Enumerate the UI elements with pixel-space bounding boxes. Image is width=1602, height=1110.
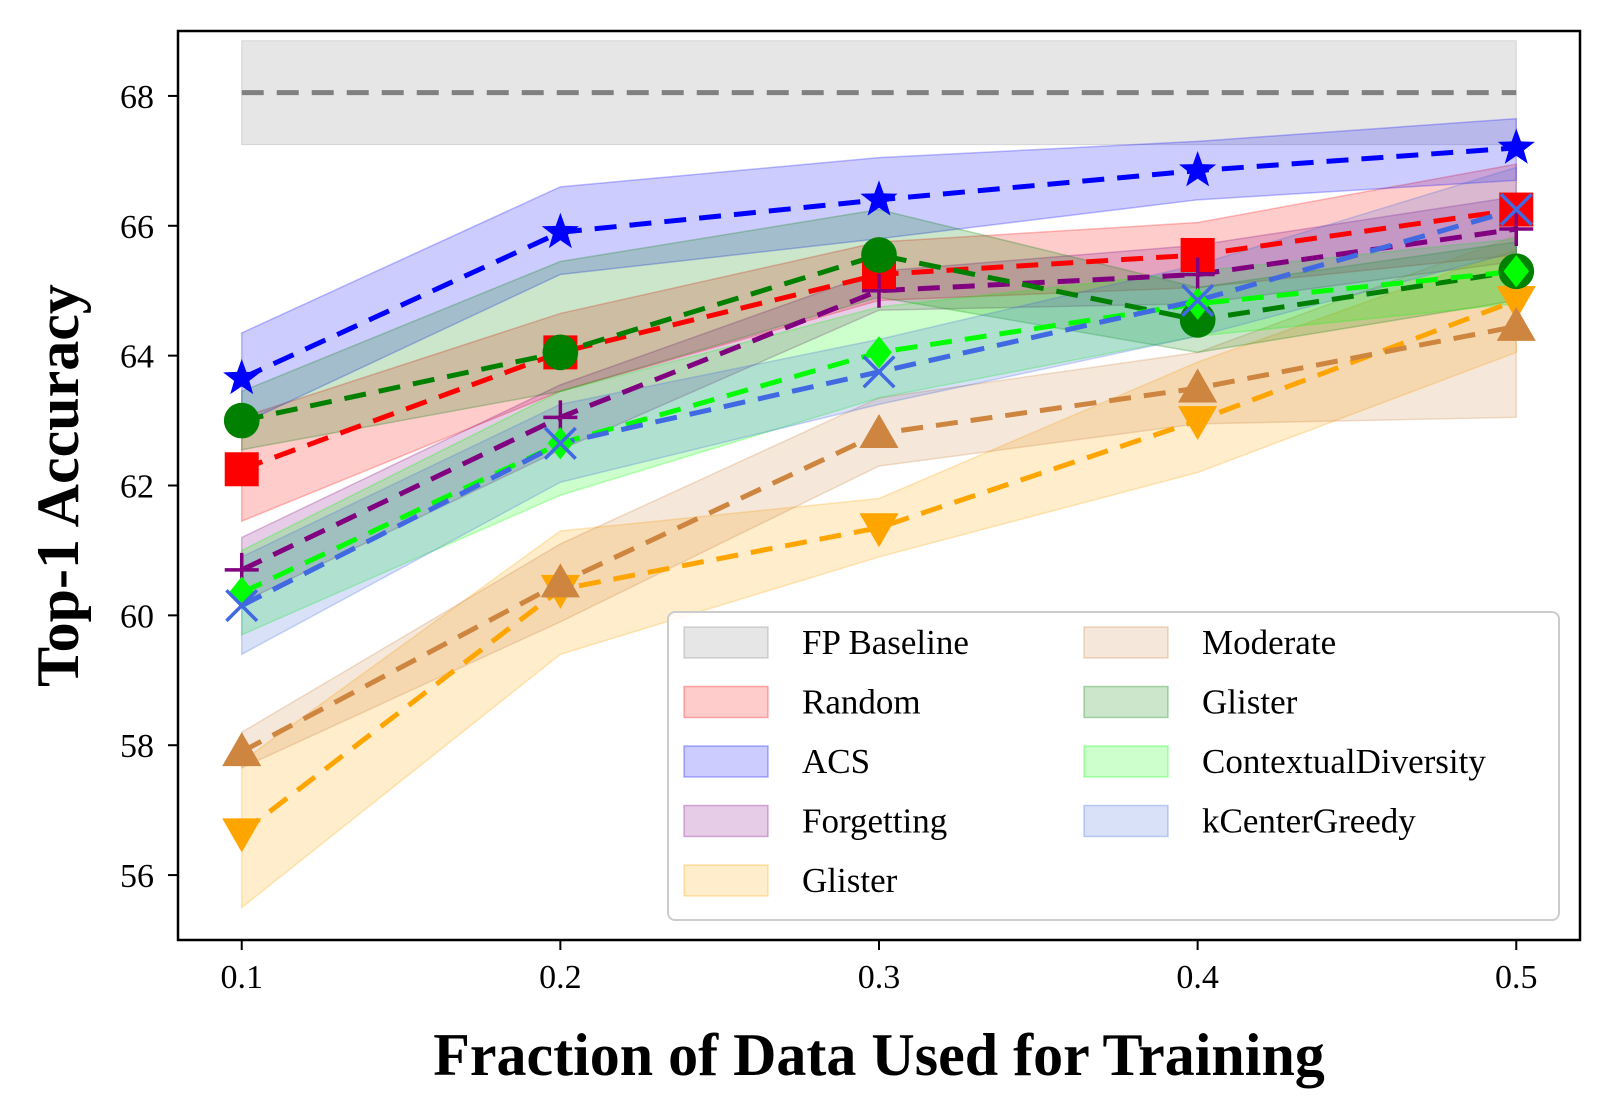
legend-label: ContextualDiversity [1202, 742, 1486, 781]
y-axis-label: Top-1 Accuracy [25, 284, 91, 687]
y-tick-label: 58 [120, 728, 154, 765]
legend-swatch [1083, 745, 1169, 778]
x-tick-label: 0.2 [539, 959, 582, 996]
legend-swatch [1083, 804, 1169, 838]
point-glister-3-0 [222, 818, 262, 853]
point-forgetting-2-4 [1499, 212, 1534, 247]
legend-swatch [683, 685, 769, 719]
legend-item-glister-6: Glister [1083, 683, 1298, 722]
legend-swatch [683, 745, 769, 778]
point-acs-1-4 [1497, 128, 1535, 164]
point-contextualdiversity-6-2 [866, 336, 892, 369]
point-kcentergreedy-7-4 [1499, 193, 1533, 227]
point-glister-5-1 [542, 334, 579, 371]
legend-box [667, 611, 1560, 921]
legend-item-fp-baseline-0: FP Baseline [683, 623, 969, 662]
y-tick-label: 62 [120, 469, 154, 506]
line-forgetting-2 [240, 226, 1517, 573]
legend-swatch [1083, 626, 1169, 659]
x-tick-label: 0.3 [858, 959, 901, 996]
point-moderate-4-2 [859, 414, 899, 449]
x-axis-label: Fraction of Data Used for Training [433, 1022, 1325, 1088]
legend-label: kCenterGreedy [1202, 802, 1416, 841]
legend-label: ACS [802, 742, 870, 781]
y-tick-label: 56 [120, 858, 154, 895]
point-moderate-4-4 [1496, 306, 1536, 341]
point-kcentergreedy-7-2 [862, 355, 896, 389]
legend-item-glister-4: Glister [683, 861, 898, 900]
point-acs-1-2 [860, 180, 898, 216]
legend-item-acs-2: ACS [683, 742, 870, 781]
legend-item-contextualdiversity-7: ContextualDiversity [1083, 742, 1486, 781]
point-moderate-4-0 [222, 732, 262, 767]
x-tick-label: 0.5 [1495, 959, 1538, 996]
point-glister-3-2 [859, 513, 899, 548]
point-random-0-0 [224, 452, 259, 487]
line-glister-3 [240, 298, 1518, 835]
point-forgetting-2-2 [862, 273, 896, 308]
point-glister-3-3 [1178, 406, 1218, 441]
point-kcentergreedy-7-1 [543, 426, 577, 460]
x-axis: 0.1 0.2 0.3 0.4 0.5 [220, 940, 1538, 996]
legend-label: FP Baseline [802, 623, 969, 662]
point-moderate-4-3 [1178, 368, 1218, 403]
legend-label: Forgetting [802, 802, 947, 841]
point-kcentergreedy-7-3 [1181, 283, 1215, 317]
point-acs-1-3 [1179, 151, 1217, 187]
legend-swatch [683, 804, 769, 838]
point-glister-5-2 [861, 237, 897, 273]
point-acs-1-1 [541, 212, 579, 249]
legend-label: Moderate [1202, 623, 1336, 662]
legend-swatch [1083, 685, 1169, 719]
y-tick-label: 68 [120, 79, 154, 116]
series-markers [222, 128, 1536, 853]
y-axis: 56 58 60 62 64 66 68 [120, 79, 178, 895]
x-tick-label: 0.1 [220, 959, 263, 996]
legend-swatch [683, 864, 769, 897]
legend-item-kcentergreedy-8: kCenterGreedy [1083, 802, 1416, 841]
point-glister-3-4 [1496, 286, 1536, 321]
y-tick-label: 64 [120, 339, 154, 376]
legend-label: Random [802, 683, 921, 722]
point-glister-5-0 [223, 402, 260, 439]
point-acs-1-0 [223, 358, 261, 395]
line-glister-5 [241, 252, 1517, 424]
legend-item-moderate-5: Moderate [1083, 623, 1336, 662]
legend-label: Glister [1202, 683, 1298, 722]
legend-swatch [683, 626, 769, 659]
legend-item-forgetting-3: Forgetting [683, 802, 947, 841]
legend-label: Glister [802, 861, 898, 900]
y-tick-label: 66 [120, 209, 154, 246]
y-tick-label: 60 [120, 598, 154, 635]
point-forgetting-2-3 [1180, 257, 1215, 292]
legend-item-random-1: Random [683, 683, 921, 722]
point-moderate-4-1 [540, 563, 580, 598]
legend: FP Baseline Random ACS Forgetting Glister Mod… [667, 611, 1560, 921]
point-contextualdiversity-6-4 [1503, 255, 1530, 288]
band-acs-1 [240, 117, 1518, 425]
x-tick-label: 0.4 [1176, 959, 1219, 996]
point-kcentergreedy-7-0 [225, 589, 259, 623]
